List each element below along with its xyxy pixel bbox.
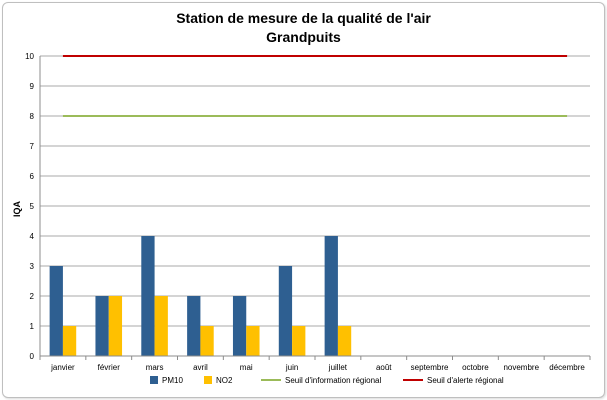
x-tick-label: octobre bbox=[462, 363, 489, 372]
bar-no2-juillet bbox=[337, 326, 352, 356]
y-tick-label: 1 bbox=[30, 322, 35, 331]
legend-label: Seuil d'information régional bbox=[285, 376, 381, 385]
bar-no2-janvier bbox=[62, 326, 77, 356]
y-tick-label: 10 bbox=[25, 52, 34, 61]
x-tick-label: janvier bbox=[50, 363, 75, 372]
y-tick-label: 3 bbox=[30, 262, 35, 271]
chart-subtitle: Grandpuits bbox=[266, 29, 341, 45]
y-tick-label: 5 bbox=[30, 202, 35, 211]
x-tick-label: décembre bbox=[549, 363, 585, 372]
legend-label: PM10 bbox=[162, 376, 183, 385]
y-axis-label: IQA bbox=[12, 201, 22, 218]
legend-label: NO2 bbox=[216, 376, 233, 385]
x-tick-label: juillet bbox=[328, 363, 348, 372]
bar-no2-mars bbox=[154, 296, 168, 356]
x-tick-label: juin bbox=[285, 363, 298, 372]
bar-pm10-juillet bbox=[324, 236, 338, 356]
bar-pm10-mars bbox=[141, 236, 155, 356]
x-tick-label: août bbox=[376, 363, 392, 372]
bar-no2-avril bbox=[200, 326, 214, 356]
y-tick-label: 8 bbox=[30, 112, 35, 121]
bar-pm10-juin bbox=[278, 266, 293, 356]
legend-swatch bbox=[150, 376, 158, 384]
bar-no2-mai bbox=[246, 326, 260, 356]
bar-no2-février bbox=[108, 296, 123, 356]
legend-label: Seuil d'alerte régional bbox=[427, 376, 504, 385]
y-tick-label: 2 bbox=[30, 292, 35, 301]
y-tick-label: 9 bbox=[30, 82, 35, 91]
x-tick-label: avril bbox=[193, 363, 208, 372]
bar-pm10-mai bbox=[232, 296, 247, 356]
bar-pm10-février bbox=[95, 296, 109, 356]
x-tick-label: septembre bbox=[411, 363, 449, 372]
x-tick-label: mars bbox=[146, 363, 164, 372]
chart-title: Station de mesure de la qualité de l'air bbox=[176, 10, 431, 26]
x-tick-label: février bbox=[98, 363, 121, 372]
x-tick-label: novembre bbox=[503, 363, 539, 372]
legend-swatch bbox=[204, 376, 212, 384]
bar-pm10-janvier bbox=[49, 266, 63, 356]
y-tick-label: 0 bbox=[30, 352, 35, 361]
bar-no2-juin bbox=[292, 326, 306, 356]
y-tick-label: 7 bbox=[30, 142, 35, 151]
x-tick-label: mai bbox=[240, 363, 253, 372]
bar-pm10-avril bbox=[187, 296, 201, 356]
y-tick-label: 6 bbox=[30, 172, 35, 181]
y-tick-label: 4 bbox=[30, 232, 35, 241]
